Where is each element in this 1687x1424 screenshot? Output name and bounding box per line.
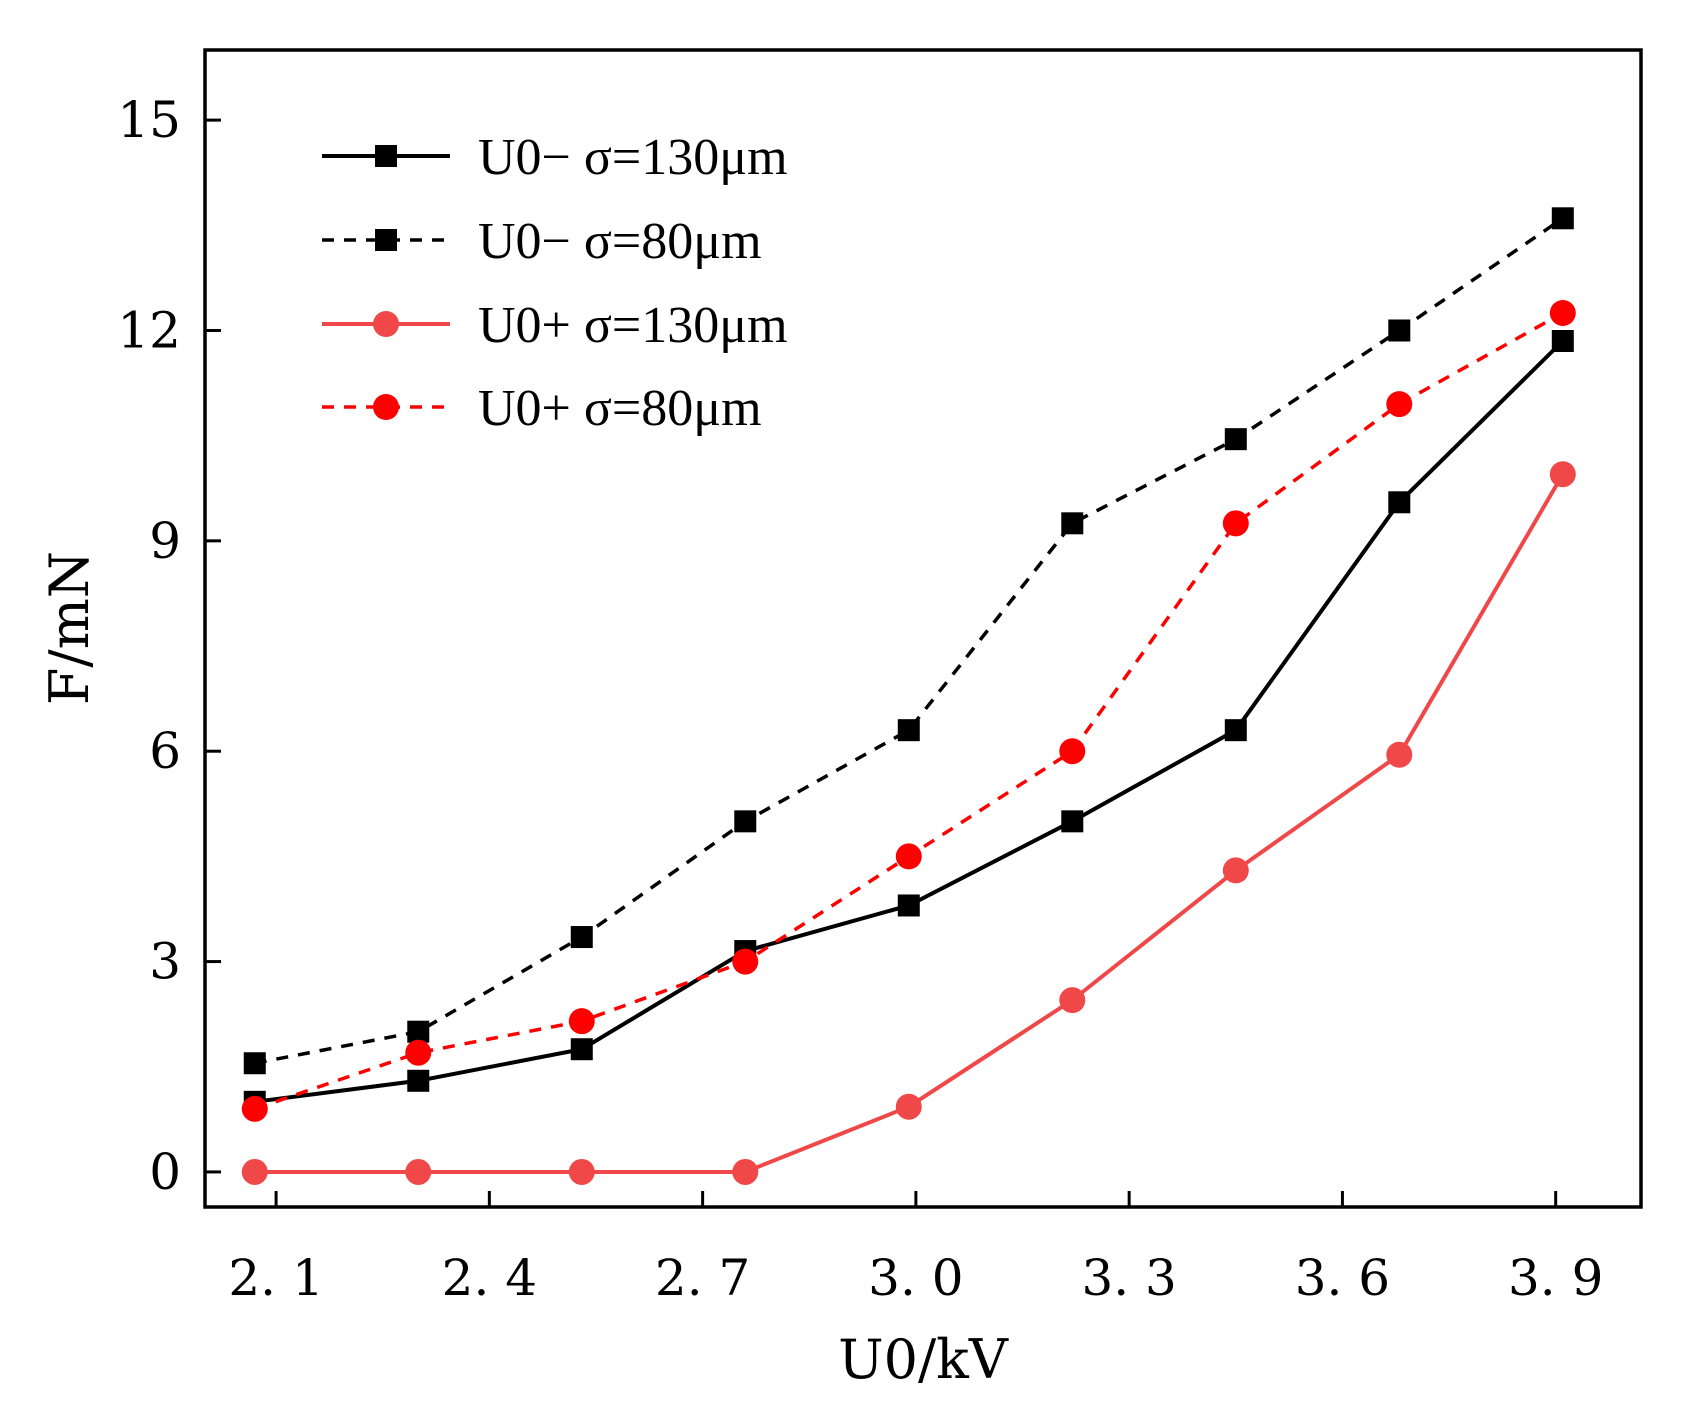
data-point <box>1551 207 1574 230</box>
data-point <box>373 311 399 337</box>
x-tick-label: 3. 3 <box>1081 1249 1176 1307</box>
data-point <box>1386 391 1413 418</box>
data-point <box>895 1093 922 1120</box>
data-point <box>568 1158 595 1185</box>
data-point <box>407 1069 430 1092</box>
data-point <box>1222 510 1249 537</box>
data-point <box>1549 299 1576 326</box>
y-tick-label: 6 <box>149 722 181 780</box>
legend-label: U0+ σ=80μm <box>478 380 762 437</box>
y-tick-label: 0 <box>149 1143 181 1201</box>
data-point <box>732 948 759 975</box>
data-point <box>897 719 920 742</box>
data-point <box>243 1052 266 1075</box>
y-axis: 0 3 6 9 12 15 <box>117 91 221 1201</box>
data-series <box>241 299 1576 1122</box>
legend-label: U0− σ=130μm <box>478 129 788 186</box>
x-tick-label: 2. 1 <box>228 1249 323 1307</box>
data-point <box>570 1038 593 1061</box>
data-point <box>1224 719 1247 742</box>
data-point <box>375 229 397 251</box>
legend: U0− σ=130μm U0− σ=80μm U0+ σ=130μm U0+ σ=80… <box>322 129 788 437</box>
data-point <box>1388 319 1411 342</box>
data-point <box>732 1158 759 1185</box>
y-tick-label: 9 <box>149 512 181 570</box>
data-point <box>1061 512 1084 535</box>
series-line <box>254 216 1564 1065</box>
data-point <box>1549 461 1576 488</box>
y-axis-title: F/mN <box>38 551 101 705</box>
x-tick-label: 3. 6 <box>1295 1249 1390 1307</box>
y-tick-label: 12 <box>117 301 181 359</box>
data-point <box>1224 428 1247 451</box>
legend-label: U0+ σ=130μm <box>478 297 788 354</box>
data-point <box>1386 741 1413 768</box>
x-tick-label: 2. 7 <box>655 1249 750 1307</box>
x-tick-label: 2. 4 <box>442 1249 537 1307</box>
data-point <box>1059 738 1086 765</box>
data-point <box>405 1158 432 1185</box>
data-point <box>375 145 397 167</box>
x-tick-label: 3. 9 <box>1508 1249 1603 1307</box>
data-point <box>373 394 399 420</box>
data-point <box>1059 987 1086 1014</box>
x-tick-label: 3. 0 <box>868 1249 963 1307</box>
data-point <box>895 843 922 870</box>
plot-frame <box>203 48 1643 1209</box>
data-point <box>1061 810 1084 833</box>
data-point <box>241 1095 268 1122</box>
x-axis-title: U0/kV <box>838 1328 1009 1391</box>
data-point <box>407 1020 430 1043</box>
data-point <box>734 810 757 833</box>
data-point <box>405 1039 432 1066</box>
legend-label: U0− σ=80μm <box>478 213 762 270</box>
y-tick-label: 15 <box>117 91 181 149</box>
x-axis: 2. 1 2. 4 2. 7 3. 0 3. 3 3. 6 3. 9 <box>228 1191 1603 1307</box>
series-layer <box>241 207 1576 1185</box>
data-series <box>243 207 1574 1075</box>
data-series <box>241 461 1576 1185</box>
data-point <box>1222 857 1249 884</box>
data-point <box>1388 491 1411 514</box>
data-point <box>897 894 920 917</box>
data-point <box>241 1158 268 1185</box>
data-point <box>568 1008 595 1035</box>
data-series <box>243 330 1574 1113</box>
y-tick-label: 3 <box>149 933 181 991</box>
data-point <box>1551 330 1574 353</box>
data-point <box>570 926 593 949</box>
